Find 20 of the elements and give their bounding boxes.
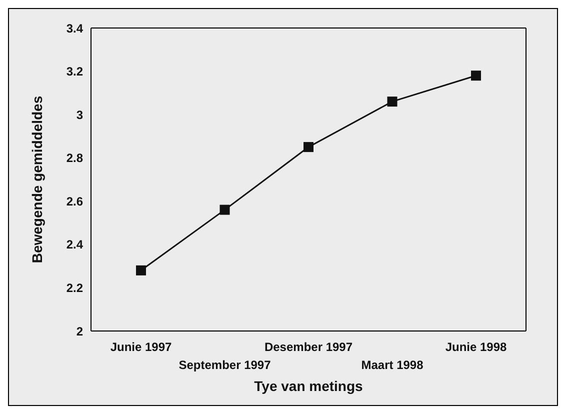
y-tick-label: 3 xyxy=(76,108,84,122)
y-axis-title: Bewegende gemiddeldes xyxy=(28,96,45,264)
x-tick-label: Junie 1997 xyxy=(110,340,172,354)
point xyxy=(220,204,230,215)
x-axis-title: Tye van metings xyxy=(254,378,364,394)
point xyxy=(304,142,314,152)
y-tick-label: 2.6 xyxy=(66,194,84,208)
y-tick-label: 2.4 xyxy=(66,238,84,252)
x-tick-label: Maart 1998 xyxy=(361,358,424,372)
x-tick-label: Desember 1997 xyxy=(264,340,353,354)
y-tick-label: 3.4 xyxy=(66,21,84,36)
point xyxy=(387,96,398,107)
x-tick-label: September 1997 xyxy=(178,358,272,372)
point xyxy=(136,265,146,276)
y-tick-label: 3.2 xyxy=(66,64,84,79)
point xyxy=(471,70,481,81)
y-tick-label: 2.2 xyxy=(66,280,84,295)
y-tick-label: 2.8 xyxy=(66,151,84,166)
y-tick-label: 2 xyxy=(76,324,84,338)
x-tick-label: Junie 1998 xyxy=(445,340,508,354)
